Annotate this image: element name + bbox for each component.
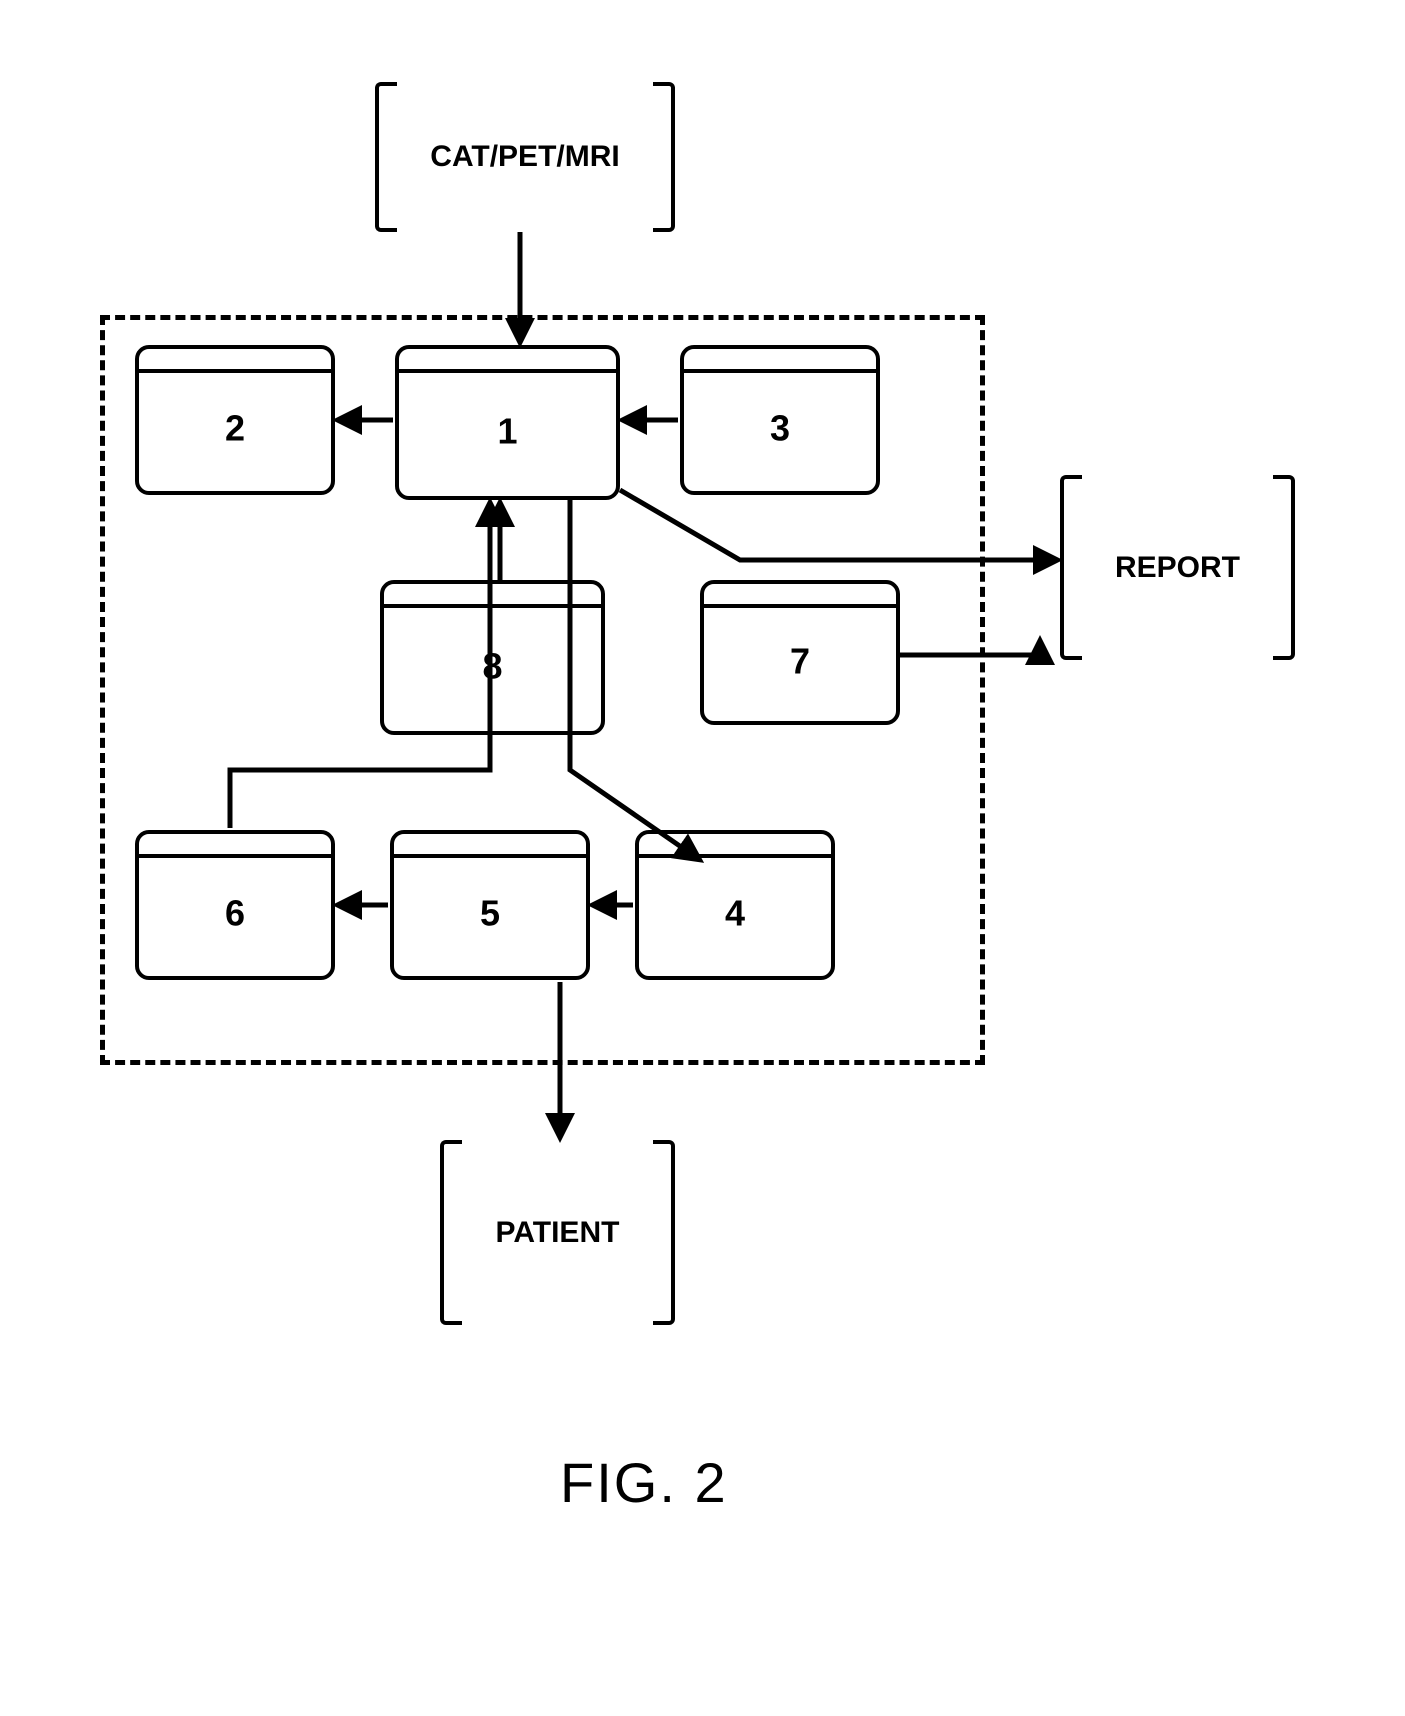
module-6-label: 6 — [139, 892, 331, 934]
module-2: 2 — [135, 345, 335, 495]
module-8: 8 — [380, 580, 605, 735]
module-7-label: 7 — [704, 640, 896, 682]
module-header — [139, 369, 331, 373]
bracket-left — [440, 1140, 462, 1325]
module-8-label: 8 — [384, 645, 601, 687]
bracket-left — [375, 82, 397, 232]
module-header — [684, 369, 876, 373]
module-header — [384, 604, 601, 608]
module-header — [399, 369, 616, 373]
bracket-patient: PATIENT — [440, 1140, 675, 1325]
module-header — [704, 604, 896, 608]
bracket-input: CAT/PET/MRI — [375, 82, 675, 232]
bracket-report-label: REPORT — [1089, 551, 1266, 585]
module-5: 5 — [390, 830, 590, 980]
diagram-canvas: CAT/PET/MRI REPORT PATIENT 2 1 3 8 7 6 — [0, 0, 1405, 1716]
module-1-label: 1 — [399, 410, 616, 452]
bracket-left — [1060, 475, 1082, 660]
module-7: 7 — [700, 580, 900, 725]
module-3: 3 — [680, 345, 880, 495]
module-1: 1 — [395, 345, 620, 500]
module-header — [139, 854, 331, 858]
module-header — [394, 854, 586, 858]
bracket-right — [653, 82, 675, 232]
module-4-label: 4 — [639, 892, 831, 934]
bracket-input-label: CAT/PET/MRI — [404, 140, 645, 174]
bracket-report: REPORT — [1060, 475, 1295, 660]
module-2-label: 2 — [139, 407, 331, 449]
bracket-right — [1273, 475, 1295, 660]
module-5-label: 5 — [394, 892, 586, 934]
module-3-label: 3 — [684, 407, 876, 449]
bracket-right — [653, 1140, 675, 1325]
module-4: 4 — [635, 830, 835, 980]
module-6: 6 — [135, 830, 335, 980]
bracket-patient-label: PATIENT — [470, 1216, 646, 1250]
module-header — [639, 854, 831, 858]
figure-caption: FIG. 2 — [560, 1450, 728, 1515]
